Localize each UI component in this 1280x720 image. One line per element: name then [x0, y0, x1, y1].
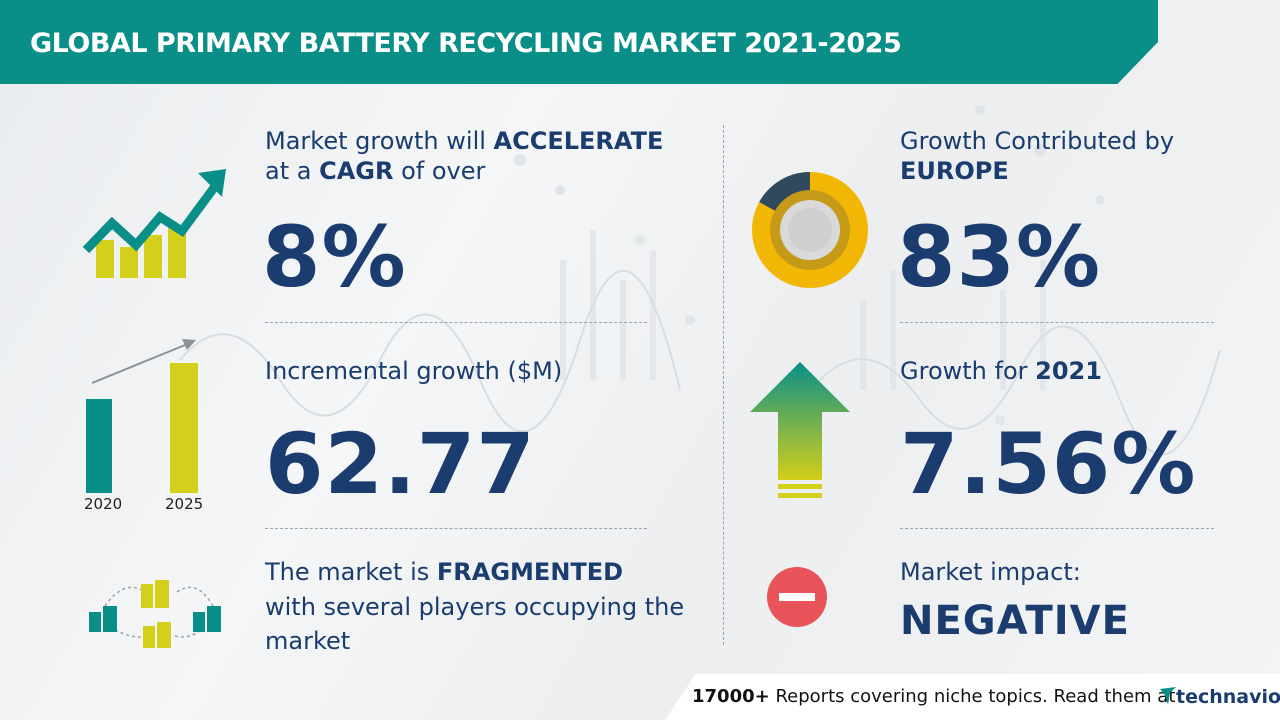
bar-label-2020: 2020: [84, 495, 123, 513]
technavio-logo[interactable]: technavio: [1160, 686, 1280, 708]
cagr-value: 8%: [262, 208, 407, 306]
cagr-label-line1: Market growth will ACCELERATE: [265, 127, 663, 155]
fragmented-line1: The market is FRAGMENTED: [265, 558, 623, 586]
region-name: EUROPE: [900, 157, 1009, 185]
yoy-label-prefix: Growth for: [900, 357, 1028, 385]
left-divider-1: [265, 322, 647, 323]
fragmented-line2: with several players occupying the: [265, 593, 685, 621]
technavio-mark-icon: [1160, 687, 1176, 705]
footer-band: [665, 674, 1280, 720]
region-label: Growth Contributed by: [900, 127, 1175, 155]
up-arrow-icon: [750, 362, 850, 498]
cagr-accelerate-label: ACCELERATE: [493, 127, 664, 155]
impact-label: Market impact:: [900, 558, 1081, 586]
fragmented-term: FRAGMENTED: [436, 558, 624, 586]
minus-circle-icon: [767, 567, 827, 627]
column-divider: [723, 125, 724, 645]
right-divider-2: [900, 528, 1214, 529]
fragmented-line3: market: [265, 627, 351, 655]
footer-text: 17000+ Reports covering niche topics. Re…: [692, 686, 1175, 707]
incremental-value: 62.77: [265, 415, 536, 513]
donut-chart-icon: [752, 172, 868, 288]
header-band: [0, 0, 1158, 84]
page-title: GLOBAL PRIMARY BATTERY RECYCLING MARKET …: [30, 28, 902, 59]
yoy-value: 7.56%: [900, 415, 1197, 513]
impact-value: NEGATIVE: [900, 598, 1130, 644]
yoy-year: 2021: [1035, 357, 1102, 385]
fragmented-prefix: The market is: [265, 558, 430, 586]
left-divider-2: [265, 528, 647, 529]
region-name-text: EUROPE: [900, 157, 1009, 185]
growth-chart-icon: [82, 169, 226, 278]
buildings-network-icon: [89, 580, 221, 648]
incremental-label: Incremental growth ($M): [265, 357, 563, 385]
footer-message: Reports covering niche topics. Read them…: [775, 686, 1176, 707]
bar-label-2025: 2025: [165, 495, 204, 513]
right-divider-1: [900, 322, 1214, 323]
cagr-label-at-a: at a: [265, 157, 312, 185]
cagr-label-line2: at a CAGR of over: [265, 157, 485, 185]
footer-count: 17000+: [692, 686, 770, 707]
cagr-label-prefix: Market growth will: [265, 127, 486, 155]
cagr-term: CAGR: [319, 157, 394, 185]
brand-name: technavio: [1176, 686, 1280, 708]
cagr-label-suffix: of over: [401, 157, 486, 185]
region-value: 83%: [897, 208, 1102, 306]
incremental-bars-icon: [86, 339, 198, 493]
yoy-label: Growth for 2021: [900, 357, 1102, 385]
